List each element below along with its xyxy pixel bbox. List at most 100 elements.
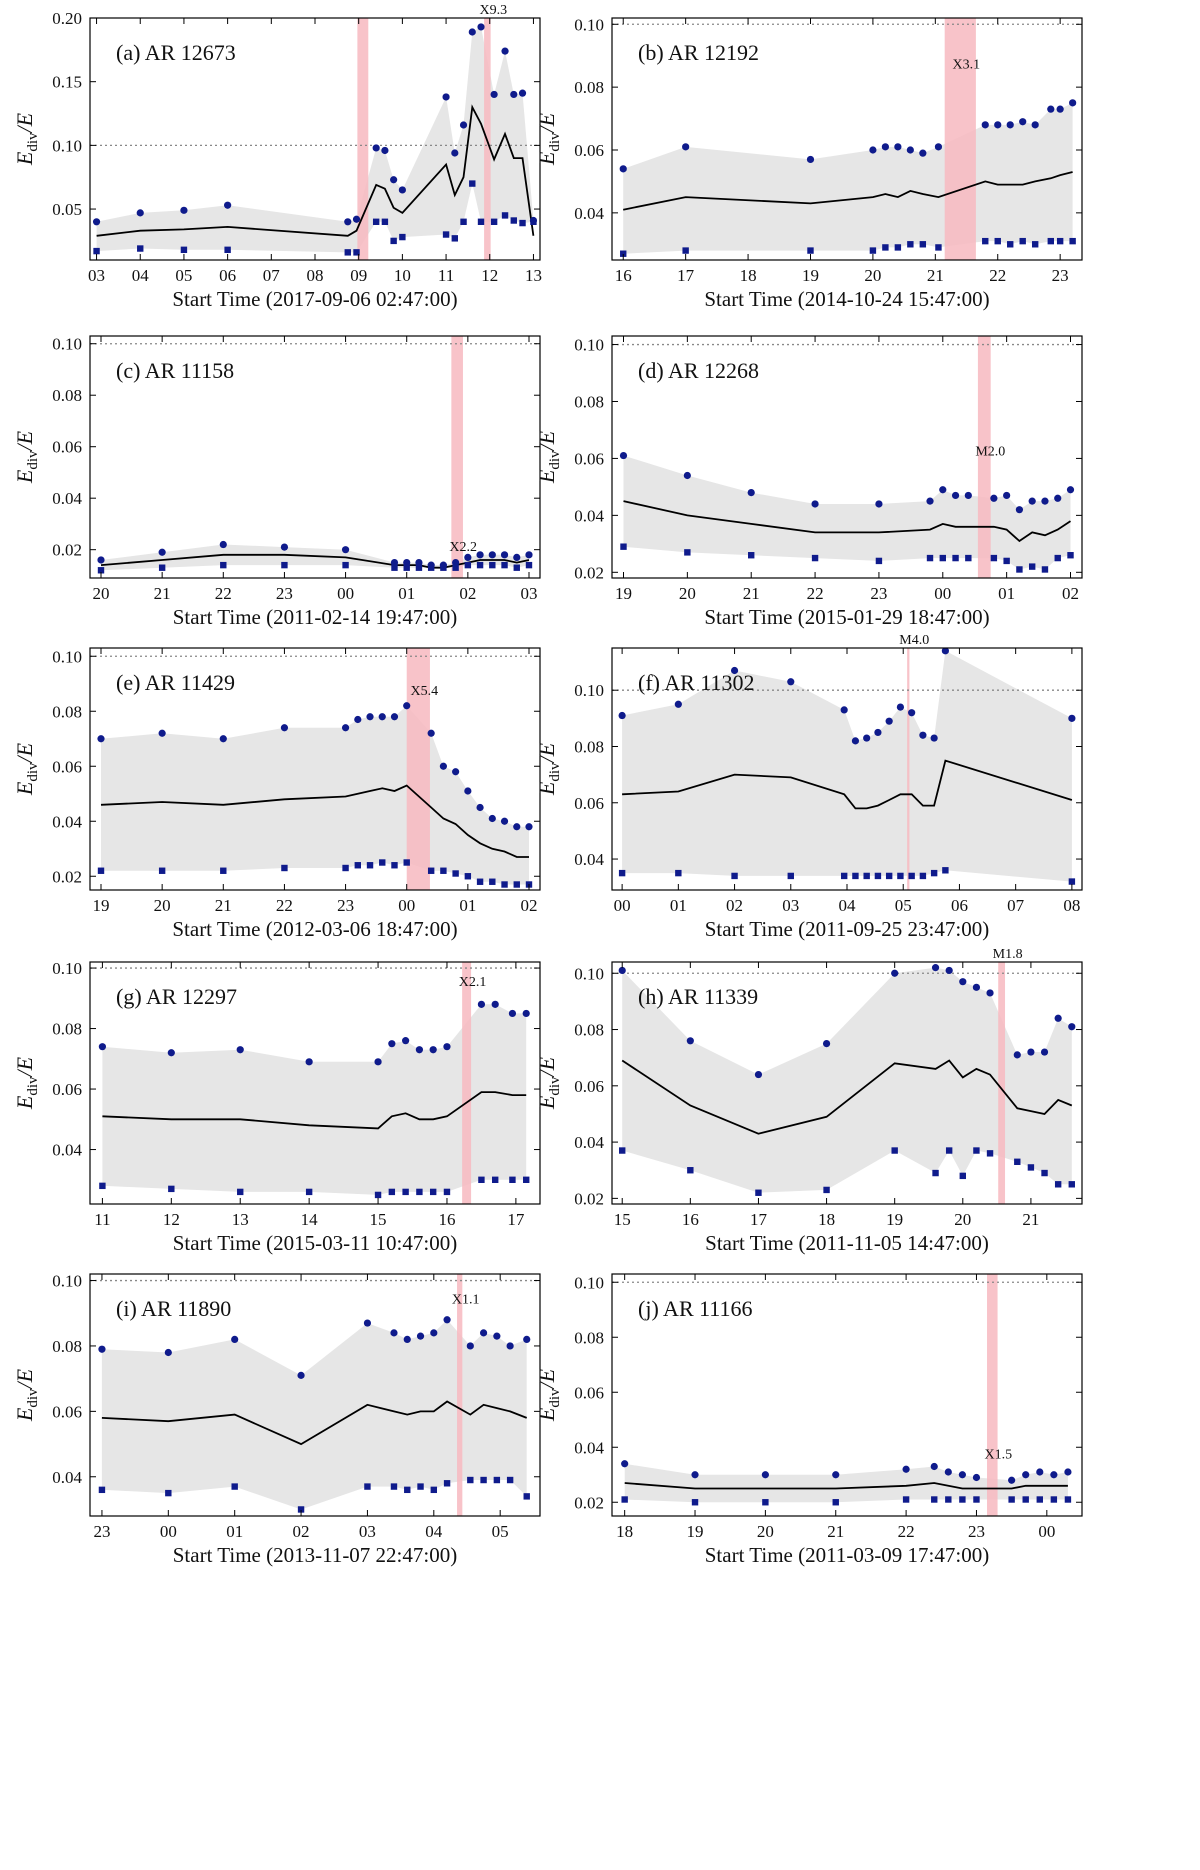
lower-point [375, 1192, 381, 1198]
upper-point [97, 556, 104, 563]
upper-point [1054, 495, 1061, 502]
lower-point [995, 238, 1001, 244]
lower-point [507, 1477, 513, 1483]
upper-point [684, 472, 691, 479]
lower-point [852, 873, 858, 879]
x-tick-label: 03 [782, 896, 799, 915]
upper-point [492, 1001, 499, 1008]
lower-point [355, 862, 361, 868]
lower-point [99, 1487, 105, 1493]
lower-point [1020, 238, 1026, 244]
upper-point [886, 718, 893, 725]
lower-point [920, 241, 926, 247]
upper-point [931, 1463, 938, 1470]
x-axis-label: Start Time (2015-03-11 10:47:00) [173, 1231, 457, 1255]
upper-point [354, 716, 361, 723]
upper-point [1032, 121, 1039, 128]
upper-point [442, 93, 449, 100]
x-tick-label: 23 [93, 1522, 110, 1541]
lower-point [692, 1499, 698, 1505]
upper-point [891, 970, 898, 977]
x-tick-label: 21 [215, 896, 232, 915]
y-tick-label: 0.04 [574, 204, 604, 223]
upper-point [373, 144, 380, 151]
lower-point [1037, 1496, 1043, 1502]
flare-span [945, 18, 976, 260]
lower-point [99, 1183, 105, 1189]
x-tick-label: 00 [1038, 1522, 1055, 1541]
lower-point [367, 862, 373, 868]
figure: 03 04 05 06 07 08 09 10 11 12 13 0.05 0.10 0.15 0.20 St… [0, 0, 1200, 1865]
upper-point [366, 713, 373, 720]
panel-c: 20 21 22 23 00 01 02 03 0.02 0.04 0.06 0.08 0.10 Star… [12, 335, 540, 629]
lower-point [684, 549, 690, 555]
x-tick-label: 20 [154, 896, 171, 915]
upper-point [478, 1001, 485, 1008]
x-axis-label: Start Time (2013-11-07 22:47:00) [173, 1543, 457, 1567]
lower-point [891, 1147, 897, 1153]
upper-point [869, 146, 876, 153]
upper-point [621, 1460, 628, 1467]
panel-d: 19 20 21 22 23 00 01 020.020.040.060.080.10Star… [534, 336, 1082, 629]
upper-point [875, 500, 882, 507]
upper-point [675, 701, 682, 708]
x-tick-label: 15 [614, 1210, 631, 1229]
x-tick-label: 00 [614, 896, 631, 915]
x-tick-label: 23 [870, 584, 887, 603]
lower-point [465, 873, 471, 879]
y-tick-label: 0.08 [574, 392, 604, 411]
flare-span [907, 648, 909, 890]
x-tick-label: 12 [163, 1210, 180, 1229]
x-tick-label: 22 [276, 896, 293, 915]
x-tick-label: 00 [160, 1522, 177, 1541]
lower-point [430, 1189, 436, 1195]
upper-point [1047, 106, 1054, 113]
upper-point [509, 1010, 516, 1017]
upper-point [416, 1046, 423, 1053]
x-tick-label: 04 [839, 896, 857, 915]
lower-point [444, 1480, 450, 1486]
flare-label: X2.2 [449, 540, 477, 555]
upper-point [388, 1040, 395, 1047]
lower-point [509, 1177, 515, 1183]
lower-point [1051, 1496, 1057, 1502]
upper-point [959, 978, 966, 985]
x-tick-label: 11 [438, 266, 454, 285]
upper-point [374, 1058, 381, 1065]
lower-point [237, 1189, 243, 1195]
y-axis-label: Ediv/E [12, 112, 41, 166]
upper-point [1007, 121, 1014, 128]
upper-point [281, 544, 288, 551]
x-tick-label: 21 [927, 266, 944, 285]
lower-point [1014, 1159, 1020, 1165]
lower-point [1023, 1496, 1029, 1502]
upper-point [159, 730, 166, 737]
lower-point [404, 1487, 410, 1493]
lower-point [1007, 241, 1013, 247]
upper-point [342, 724, 349, 731]
lower-point [467, 1477, 473, 1483]
upper-point [165, 1349, 172, 1356]
lower-point [1055, 1181, 1061, 1187]
y-tick-label: 0.06 [574, 1383, 604, 1402]
lower-point [1055, 555, 1061, 561]
upper-point [811, 500, 818, 507]
lower-point [807, 247, 813, 253]
lower-point [788, 873, 794, 879]
lower-point [619, 870, 625, 876]
lower-point [886, 873, 892, 879]
x-tick-label: 20 [864, 266, 881, 285]
upper-point [220, 735, 227, 742]
lower-point [399, 234, 405, 240]
lower-point [501, 562, 507, 568]
y-tick-label: 0.06 [574, 794, 604, 813]
upper-point [97, 735, 104, 742]
lower-point [1065, 1496, 1071, 1502]
panel-a: 03 04 05 06 07 08 09 10 11 12 13 0.05 0.10 0.15 0.20 St… [12, 3, 542, 311]
x-tick-label: 14 [301, 1210, 319, 1229]
lower-point [428, 565, 434, 571]
upper-point [231, 1336, 238, 1343]
x-tick-label: 19 [615, 584, 632, 603]
x-tick-label: 22 [807, 584, 824, 603]
upper-point [224, 202, 231, 209]
